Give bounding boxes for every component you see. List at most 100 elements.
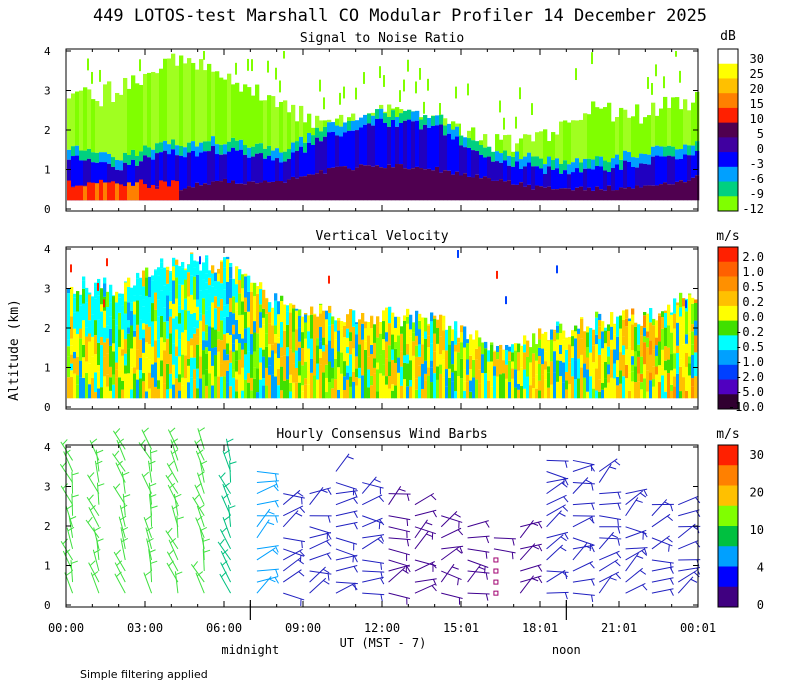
vv-cell xyxy=(310,338,314,359)
vv-cell xyxy=(355,322,359,325)
vv-cell xyxy=(265,333,269,347)
vv-cell xyxy=(265,298,269,314)
vv-cell xyxy=(691,344,695,356)
vv-cell xyxy=(481,372,485,399)
vv-cell xyxy=(280,390,284,399)
vv-cell xyxy=(418,329,422,345)
snr-cell xyxy=(571,190,576,201)
vv-cell xyxy=(109,345,113,367)
vv-cell xyxy=(103,356,107,377)
vv-cell xyxy=(97,319,101,343)
snr-cell xyxy=(263,148,268,159)
vv-cell xyxy=(271,374,275,399)
vv-cell xyxy=(550,329,554,340)
vv-cell xyxy=(502,373,506,399)
vv-cell xyxy=(403,362,407,380)
vv-cell xyxy=(103,283,107,297)
snr-cell xyxy=(179,145,184,156)
wind-barb xyxy=(362,570,385,573)
snr-cell xyxy=(467,130,472,139)
vv-cell xyxy=(580,384,584,399)
snr-cell xyxy=(663,96,668,147)
wind-barb xyxy=(598,574,613,594)
vv-cell xyxy=(415,335,419,346)
snr-cell xyxy=(211,71,216,137)
wind-barb-flag xyxy=(196,571,204,577)
vv-cell xyxy=(556,360,560,382)
vv-cell xyxy=(307,315,311,332)
snr-cell xyxy=(171,180,176,201)
vv-cell xyxy=(670,312,674,315)
vv-cell xyxy=(259,347,263,363)
snr-cell xyxy=(411,168,416,201)
y-tick-label: 1 xyxy=(44,560,51,573)
vv-cell xyxy=(463,381,467,391)
snr-cell xyxy=(347,117,352,121)
wind-barb xyxy=(625,548,645,561)
snr-cell xyxy=(339,136,344,167)
vv-cell xyxy=(100,367,104,388)
snr-cell xyxy=(199,142,204,153)
wind-barb xyxy=(599,515,622,520)
vv-cell xyxy=(235,379,239,392)
snr-cell xyxy=(407,169,412,201)
vv-cell xyxy=(166,295,170,322)
vv-cell xyxy=(679,334,683,359)
vv-cell xyxy=(217,273,221,282)
vv-cell xyxy=(70,370,74,378)
wind-barb-flag xyxy=(115,549,122,556)
snr-cell xyxy=(547,166,552,187)
wind-barb xyxy=(467,535,490,539)
snr-cell xyxy=(71,146,76,157)
wind-barb xyxy=(197,472,205,494)
vv-cell xyxy=(319,303,323,306)
vv-cell xyxy=(643,378,647,399)
colorbar-swatch xyxy=(718,505,738,527)
wind-barb-flag xyxy=(298,571,305,577)
vv-cell xyxy=(622,376,626,399)
vv-cell xyxy=(238,280,242,294)
wind-barb xyxy=(651,535,670,550)
vv-cell xyxy=(199,313,203,321)
wind-barb-flag xyxy=(353,555,358,563)
wind-barb xyxy=(572,459,595,466)
snr-cell xyxy=(459,123,461,136)
vv-cell xyxy=(163,321,167,343)
wind-barb-flag xyxy=(457,578,459,586)
vv-cell xyxy=(202,350,206,375)
vv-cell xyxy=(220,260,224,262)
vv-cell xyxy=(643,342,647,365)
vv-cell xyxy=(190,338,194,346)
wind-barb xyxy=(362,515,384,524)
snr-cell xyxy=(579,119,584,163)
vv-cell xyxy=(469,334,473,356)
wind-barb xyxy=(309,487,331,495)
vv-cell xyxy=(307,348,311,371)
colorbar-swatch xyxy=(718,485,738,507)
vv-cell xyxy=(682,364,686,378)
vv-cell xyxy=(241,274,245,289)
vv-cell xyxy=(586,357,590,370)
wind-barb xyxy=(572,561,593,572)
vv-cell xyxy=(124,301,128,314)
vv-cell xyxy=(214,376,218,399)
snr-cell xyxy=(91,162,96,185)
snr-cell xyxy=(399,90,401,102)
wind-barb xyxy=(282,510,299,528)
wind-barb xyxy=(572,482,595,485)
snr-cell xyxy=(151,71,156,150)
vv-cell xyxy=(217,306,221,332)
vv-cell xyxy=(676,305,680,323)
vv-cell xyxy=(376,316,380,327)
vv-cell xyxy=(568,362,572,385)
vv-cell xyxy=(148,326,152,345)
colorbar-frame xyxy=(717,48,739,212)
snr-cell xyxy=(219,77,224,145)
vv-cell xyxy=(109,390,113,399)
vv-cell xyxy=(187,310,191,330)
snr-cell xyxy=(631,116,636,158)
vv-cell xyxy=(334,320,338,332)
snr-cell xyxy=(231,147,236,181)
